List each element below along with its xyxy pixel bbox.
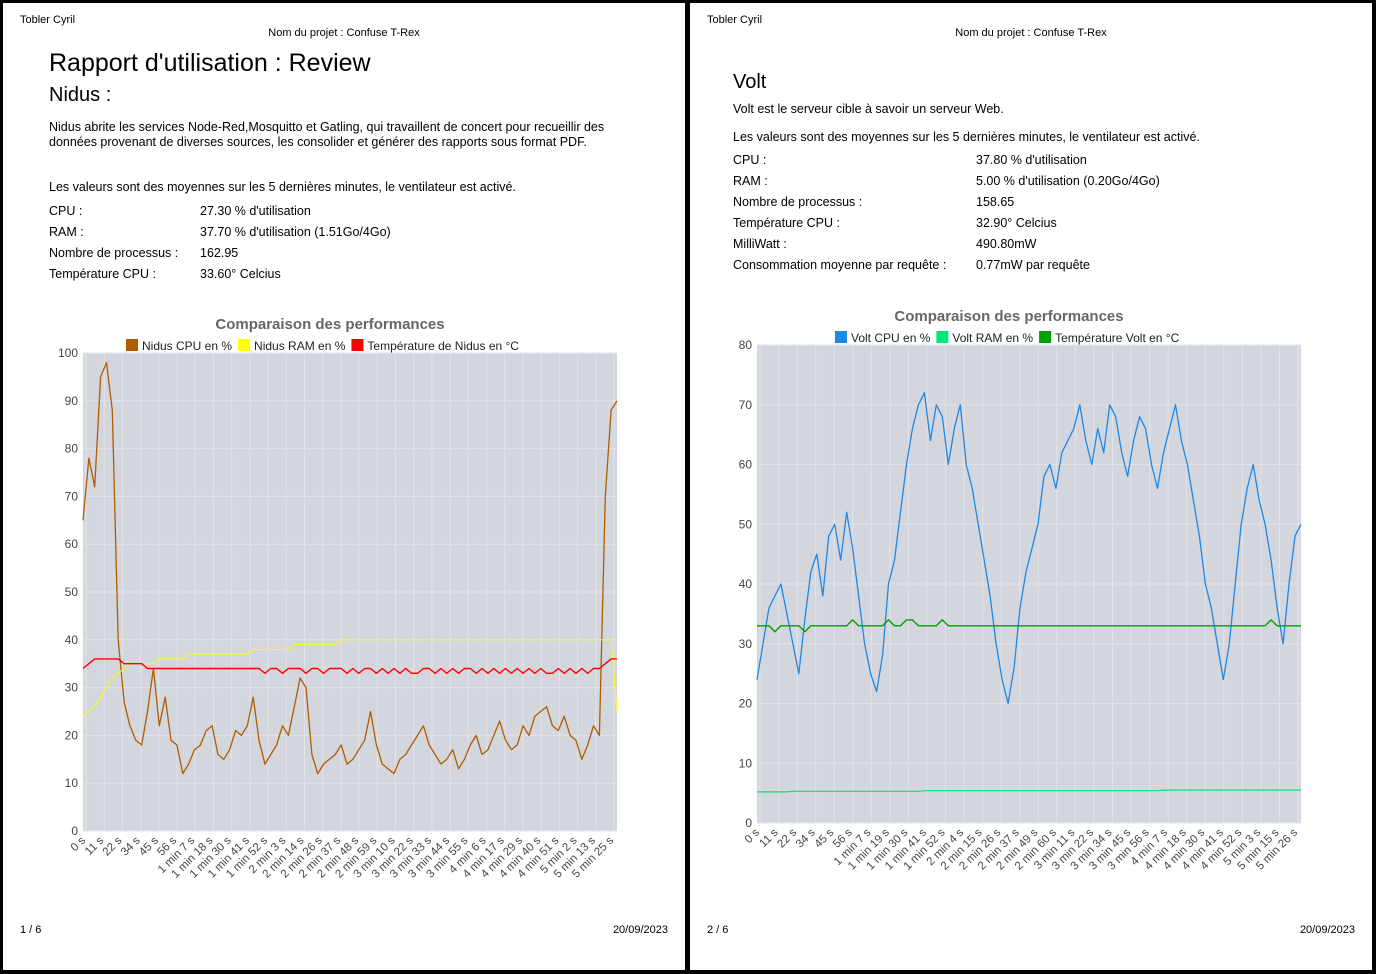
stat-row: MilliWatt : 490.80mW bbox=[733, 234, 1160, 255]
legend-label: Volt CPU en % bbox=[851, 331, 931, 345]
header-author: Tobler Cyril bbox=[707, 14, 763, 26]
stat-label: CPU : bbox=[49, 204, 83, 218]
stat-label: Nombre de processus : bbox=[733, 195, 863, 209]
stat-value: 0.77mW par requête bbox=[976, 258, 1090, 272]
stat-value: 5.00 % d'utilisation (0.20Go/4Go) bbox=[976, 174, 1160, 188]
series-line bbox=[82, 639, 618, 717]
document-page-1: Tobler Cyril Nom du projet : Confuse T-R… bbox=[3, 3, 685, 970]
series-line bbox=[82, 658, 617, 674]
legend-label: Température Volt en °C bbox=[1055, 331, 1180, 345]
nidus-stats-table: CPU : 27.30 % d'utilisation RAM : 37.70 … bbox=[49, 201, 391, 285]
legend-swatch bbox=[126, 339, 138, 351]
legend-label: Nidus CPU en % bbox=[142, 339, 232, 353]
section-title-volt: Volt bbox=[733, 71, 767, 93]
page-date: 20/09/2023 bbox=[612, 924, 668, 936]
page-number: 2 / 6 bbox=[707, 924, 729, 936]
y-tick-label: 50 bbox=[739, 517, 753, 531]
chart-title: Comparaison des performances bbox=[215, 316, 444, 333]
header-project: Nom du projet : Confuse T-Rex bbox=[955, 27, 1107, 39]
x-tick-label: 34 s bbox=[794, 826, 818, 850]
legend-swatch bbox=[1039, 331, 1052, 343]
y-tick-label: 20 bbox=[65, 728, 79, 742]
stat-row: Consommation moyenne par requête : 0.77m… bbox=[733, 255, 1160, 276]
y-tick-label: 70 bbox=[739, 398, 753, 412]
stat-value: 490.80mW bbox=[976, 237, 1037, 251]
stat-label: RAM : bbox=[49, 225, 84, 239]
y-tick-label: 0 bbox=[745, 816, 752, 830]
legend-swatch bbox=[238, 339, 251, 351]
y-tick-label: 20 bbox=[739, 697, 753, 711]
y-tick-label: 30 bbox=[65, 681, 79, 695]
y-tick-label: 40 bbox=[739, 577, 753, 591]
stat-row: Température CPU : 33.60° Celcius bbox=[49, 264, 391, 285]
stat-row: Température CPU : 32.90° Celcius bbox=[733, 213, 1160, 234]
volt-intro: Volt est le serveur cible à savoir un se… bbox=[733, 102, 1004, 116]
x-tick-label: 22 s bbox=[775, 826, 799, 850]
stat-label: CPU : bbox=[733, 153, 767, 167]
y-tick-label: 30 bbox=[739, 637, 753, 651]
y-tick-label: 10 bbox=[65, 776, 79, 790]
x-tick-label: 45 s bbox=[812, 826, 836, 850]
stat-value: 158.65 bbox=[976, 195, 1015, 209]
y-tick-label: 0 bbox=[71, 824, 78, 838]
stat-label: Consommation moyenne par requête : bbox=[733, 258, 947, 272]
page-date: 20/09/2023 bbox=[1299, 924, 1355, 936]
x-tick-label: 11 s bbox=[757, 826, 780, 849]
document-page-2: Tobler Cyril Nom du projet : Confuse T-R… bbox=[690, 3, 1372, 970]
stat-row: CPU : 37.80 % d'utilisation bbox=[733, 150, 1160, 171]
stat-label: Température CPU : bbox=[49, 267, 156, 281]
x-tick-label: 11 s bbox=[83, 834, 106, 857]
legend-label: Température de Nidus en °C bbox=[367, 339, 519, 353]
y-tick-label: 80 bbox=[65, 442, 79, 456]
stat-label: Température CPU : bbox=[733, 216, 840, 230]
y-tick-label: 90 bbox=[65, 394, 79, 408]
stat-value: 33.60° Celcius bbox=[200, 267, 281, 281]
report-title: Rapport d'utilisation : Review bbox=[49, 49, 371, 77]
y-tick-label: 10 bbox=[739, 756, 753, 770]
y-tick-label: 100 bbox=[58, 346, 78, 360]
header-project: Nom du projet : Confuse T-Rex bbox=[268, 27, 420, 39]
stat-value: 162.95 bbox=[200, 246, 239, 260]
stat-label: MilliWatt : bbox=[733, 237, 787, 251]
stat-row: CPU : 27.30 % d'utilisation bbox=[49, 201, 391, 222]
series-line bbox=[757, 789, 1301, 793]
y-tick-label: 40 bbox=[65, 633, 79, 647]
legend-label: Nidus RAM en % bbox=[254, 339, 346, 353]
chart-title: Comparaison des performances bbox=[894, 308, 1123, 325]
series-line bbox=[757, 619, 1301, 633]
stat-row: RAM : 5.00 % d'utilisation (0.20Go/4Go) bbox=[733, 171, 1160, 192]
nidus-performance-chart: Comparaison des performances Nidus CPU en… bbox=[58, 316, 618, 881]
stat-value: 32.90° Celcius bbox=[976, 216, 1057, 230]
stat-row: Nombre de processus : 162.95 bbox=[49, 243, 391, 264]
y-tick-label: 60 bbox=[739, 458, 753, 472]
legend-label: Volt RAM en % bbox=[952, 331, 1033, 345]
header-author: Tobler Cyril bbox=[20, 14, 76, 26]
series-line bbox=[756, 392, 1302, 705]
stat-value: 37.80 % d'utilisation bbox=[976, 153, 1087, 167]
y-tick-label: 70 bbox=[65, 489, 79, 503]
section-title-nidus: Nidus : bbox=[49, 84, 112, 106]
series-line bbox=[82, 361, 618, 775]
stat-value: 27.30 % d'utilisation bbox=[200, 204, 311, 218]
legend-swatch bbox=[351, 339, 364, 351]
stat-row: Nombre de processus : 158.65 bbox=[733, 192, 1160, 213]
nidus-averages-note: Les valeurs sont des moyennes sur les 5 … bbox=[49, 180, 516, 194]
page-number: 1 / 6 bbox=[20, 924, 42, 936]
stat-label: Nombre de processus : bbox=[49, 246, 179, 260]
legend-swatch bbox=[835, 331, 847, 343]
volt-averages-note: Les valeurs sont des moyennes sur les 5 … bbox=[733, 130, 1200, 144]
stat-row: RAM : 37.70 % d'utilisation (1.51Go/4Go) bbox=[49, 222, 391, 243]
nidus-description: Nidus abrite les services Node-Red,Mosqu… bbox=[49, 120, 605, 149]
y-tick-label: 60 bbox=[65, 537, 79, 551]
volt-stats-table: CPU : 37.80 % d'utilisation RAM : 5.00 %… bbox=[733, 150, 1160, 276]
stat-label: RAM : bbox=[733, 174, 768, 188]
volt-performance-chart: Comparaison des performances Volt CPU en … bbox=[739, 308, 1302, 873]
legend-swatch bbox=[936, 331, 949, 343]
y-tick-label: 80 bbox=[739, 338, 753, 352]
y-tick-label: 50 bbox=[65, 585, 79, 599]
stat-value: 37.70 % d'utilisation (1.51Go/4Go) bbox=[200, 225, 391, 239]
